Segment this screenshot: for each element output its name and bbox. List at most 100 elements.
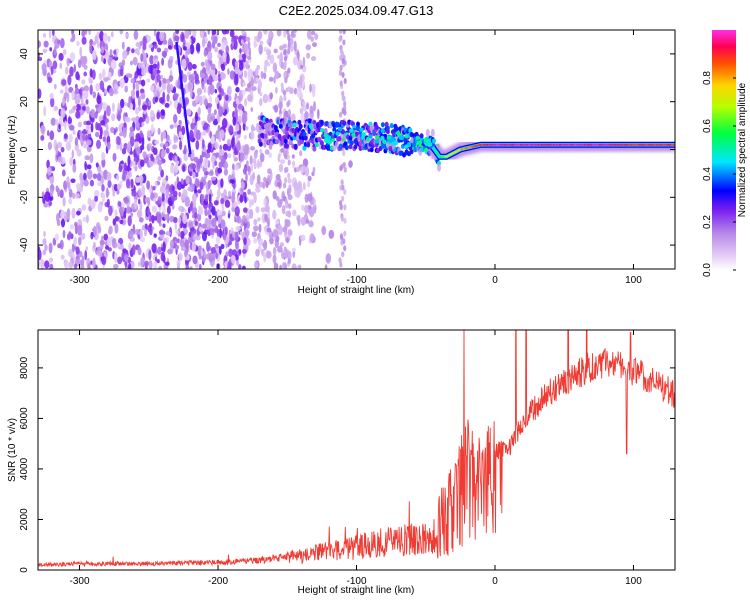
- spectrogram-bright-spot: [349, 128, 354, 133]
- spectrogram-noise-cell: [123, 211, 127, 219]
- spectrogram-noise-cell: [227, 261, 232, 269]
- spectrogram-noise-cell: [302, 100, 306, 106]
- spectrogram-noise-cell: [277, 199, 283, 208]
- spectrogram-noise-cell: [126, 205, 131, 214]
- colorbar-gradient: [712, 30, 736, 270]
- spectrogram-noise-cell: [140, 257, 145, 264]
- spectrogram-noise-cell: [97, 38, 100, 49]
- spectrogram-noise-cell: [141, 121, 145, 127]
- spectrogram-noise-cell: [49, 130, 55, 141]
- spectrogram-band-core: [447, 154, 450, 157]
- spectrogram-noise-cell: [189, 43, 195, 55]
- spectrogram-noise-cell: [199, 95, 203, 106]
- spectrogram-noise-cell: [207, 103, 213, 108]
- spectrogram-noise-cell: [253, 225, 259, 232]
- spectrogram-noise-cell: [211, 206, 216, 216]
- spectrogram-noise-cell: [64, 83, 68, 95]
- spectrogram-noise-cell: [219, 129, 225, 139]
- spectrogram-noise-cell: [149, 228, 153, 236]
- spectrogram-noise-cell: [269, 236, 274, 245]
- spectrogram-noise-cell: [306, 52, 311, 59]
- spectrogram-noise-band: [283, 89, 287, 96]
- spectrogram-noise-cell: [119, 68, 124, 77]
- spectrogram-noise-cell: [73, 236, 77, 246]
- spectrogram-noise-cell: [81, 255, 85, 266]
- spectrogram-noise-cell: [89, 43, 93, 54]
- spectrogram-noise-cell: [183, 154, 188, 162]
- snr-x-axis-label: Height of straight line (km): [298, 585, 415, 596]
- spectrogram-noise-cell: [138, 261, 141, 267]
- spectrogram-noise-cell: [108, 87, 114, 97]
- spectrogram-noise-band: [284, 249, 288, 256]
- spectrogram-noise-cell: [116, 174, 120, 181]
- spectrogram-noise-cell: [84, 30, 88, 35]
- spectrogram-noise-cell: [104, 88, 108, 95]
- spectrogram-noise-cell: [242, 121, 246, 131]
- spectrogram-noise-cell: [263, 239, 268, 251]
- snr-y-tick-label: 8000: [19, 356, 30, 379]
- spectrogram-noise-cell: [325, 253, 331, 264]
- spectrogram-noise-cell: [74, 223, 78, 235]
- spectrogram-noise-cell: [299, 238, 302, 246]
- spectrogram-noise-cell: [243, 43, 248, 54]
- spectrogram-noise-cell: [93, 225, 97, 237]
- spectrogram-noise-cell: [169, 84, 174, 91]
- spectrogram-noise-cell: [217, 167, 223, 174]
- spectrogram-noise-cell: [148, 249, 152, 261]
- spectrogram-noise-cell: [219, 58, 223, 64]
- spectrogram-noise-cell: [72, 192, 76, 200]
- spectrogram-noise-cell: [41, 191, 45, 199]
- spectrogram-noise-cell: [189, 129, 194, 141]
- spectrogram-noise-band: [341, 195, 345, 202]
- spectrogram-noise-cell: [207, 40, 211, 49]
- spectrogram-noise-cell: [75, 110, 81, 119]
- spectrogram-noise-band: [339, 261, 343, 268]
- spectrogram-noise-band: [287, 109, 291, 115]
- spectrogram-noise-cell: [222, 232, 227, 241]
- spectrogram-noise-band: [339, 80, 343, 87]
- spectrogram-noise-cell: [198, 226, 203, 232]
- spectrogram-noise-cell: [203, 250, 206, 258]
- spectrogram-noise-cell: [238, 264, 242, 269]
- spectrogram-noise-cell: [215, 235, 221, 245]
- spectrogram-noise-band: [287, 33, 291, 40]
- spectrogram-noise-cell: [180, 220, 183, 229]
- spectrogram-noise-cell: [156, 47, 162, 53]
- spectrogram-y-tick-label: 20: [19, 96, 30, 108]
- spectrogram-noise-cell: [203, 157, 209, 169]
- spectrogram-noise-cell: [253, 150, 258, 159]
- spectrogram-noise-cell: [292, 56, 299, 66]
- spectrogram-noise-cell: [59, 115, 63, 125]
- spectrogram-noise-cell: [174, 155, 177, 163]
- spectrogram-noise-cell: [218, 155, 223, 160]
- spectrogram-noise-cell: [142, 114, 146, 122]
- spectrogram-noise-cell: [259, 98, 263, 107]
- spectrogram-noise-cell: [46, 130, 50, 137]
- spectrogram-noise-cell: [196, 87, 203, 96]
- spectrogram-noise-cell: [133, 30, 139, 40]
- spectrogram-noise-cell: [118, 125, 122, 132]
- spectrogram-noise-cell: [132, 56, 138, 66]
- spectrogram-noise-band: [287, 251, 291, 258]
- spectrogram-noise-cell: [264, 149, 270, 155]
- spectrogram-noise-cell: [221, 63, 226, 72]
- spectrogram-noise-cell: [178, 252, 183, 262]
- spectrogram-signal-cell: [299, 139, 304, 145]
- spectrogram-noise-cell: [194, 212, 198, 220]
- spectrogram-noise-cell: [290, 113, 296, 122]
- spectrogram-noise-band: [284, 77, 288, 84]
- spectrogram-noise-cell: [142, 104, 148, 111]
- spectrogram-noise-cell: [171, 204, 175, 210]
- spectrogram-noise-cell: [88, 30, 91, 36]
- spectrogram-noise-cell: [135, 107, 140, 115]
- spectrogram-noise-cell: [152, 147, 158, 155]
- spectrogram-noise-cell: [194, 111, 199, 123]
- spectrogram-noise-cell: [42, 33, 47, 38]
- spectrogram-noise-cell: [265, 180, 269, 188]
- spectrogram-noise-cell: [235, 226, 241, 231]
- spectrogram-noise-cell: [201, 139, 205, 149]
- spectrogram-noise-cell: [69, 124, 75, 131]
- spectrogram-noise-cell: [169, 215, 175, 223]
- spectrogram-halo: [430, 128, 435, 137]
- spectrogram-noise-cell: [242, 167, 247, 175]
